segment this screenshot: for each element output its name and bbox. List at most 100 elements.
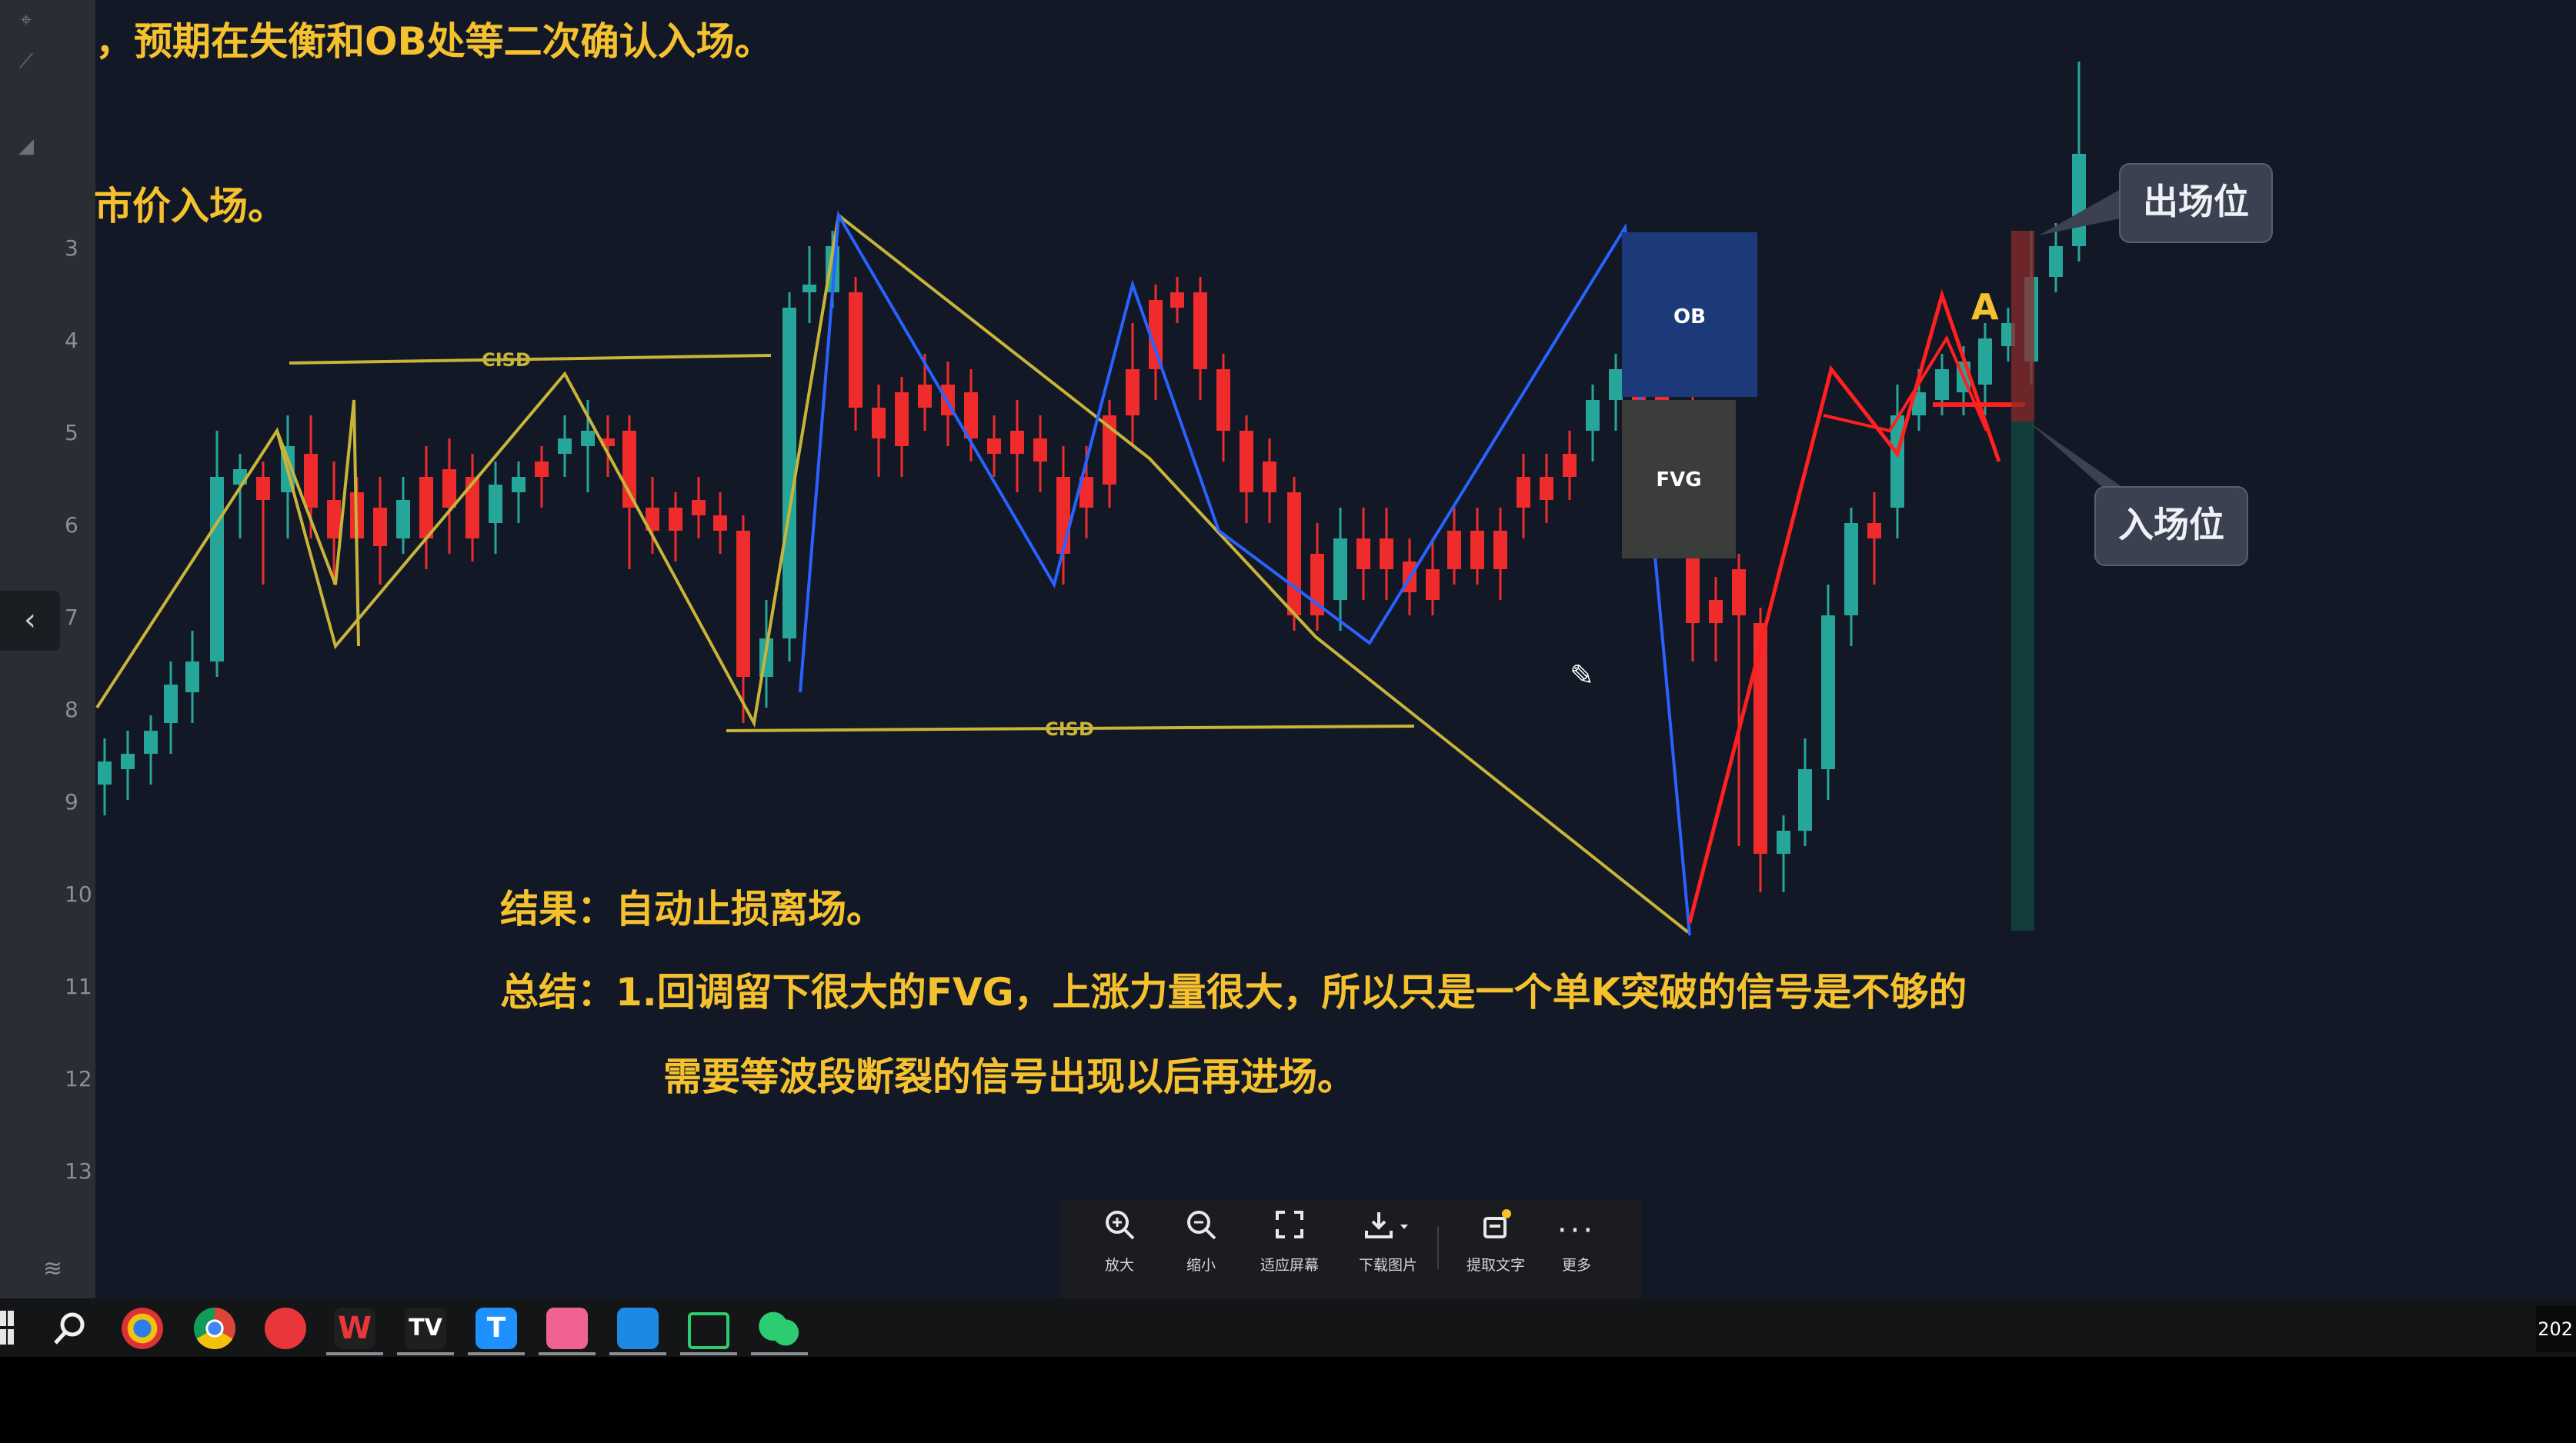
- candle-body: [2072, 154, 2086, 246]
- summary-text-1: 总结：1.回调留下很大的FVG，上涨力量很大，所以只是一个单K突破的信号是不够的: [500, 970, 1967, 1015]
- candlestick-chart[interactable]: CISD CISD OB FVG: [0, 0, 2576, 1298]
- candle-body: [1890, 415, 1904, 508]
- candle-body: [918, 385, 932, 408]
- price-axis-tick: 10: [65, 881, 92, 907]
- candle-body: [1447, 531, 1461, 569]
- more-label: 更多: [1561, 1257, 1591, 1274]
- ob-label: OB: [1673, 305, 1706, 328]
- image-viewer-toolbar: 放大 缩小 适应屏幕 下载图片 提取文字 ··: [1060, 1200, 1642, 1298]
- chart-canvas[interactable]: CISD CISD OB FVG ⌖ ⟋ ◢ 3 4 5 6 7 8 9 10 11 12 13 ‹…: [0, 0, 2576, 1298]
- more-icon: ···: [1557, 1213, 1597, 1248]
- cisd-line-lower: [726, 725, 1415, 732]
- price-axis-tick: 12: [65, 1066, 92, 1091]
- chrome-icon[interactable]: [194, 1308, 235, 1349]
- candle-body: [1540, 477, 1553, 500]
- cisd-label-lower: CISD: [1045, 718, 1094, 740]
- price-axis-tick: 9: [65, 789, 78, 815]
- candle-body: [489, 485, 502, 523]
- position-target-box: [2011, 422, 2034, 931]
- candle-body: [1216, 369, 1230, 431]
- ob-box: [1622, 232, 1757, 397]
- cisd-line-upper: [289, 354, 772, 365]
- price-axis-tick: 11: [65, 974, 92, 999]
- taskbar-clock[interactable]: 202: [2536, 1306, 2576, 1352]
- candle-body: [1935, 369, 1949, 400]
- candle-body: [1609, 369, 1623, 400]
- entry-callout-pointer: [2028, 422, 2130, 492]
- screen-app-icon[interactable]: [688, 1312, 729, 1349]
- candle-body: [987, 438, 1001, 454]
- fvg-box: [1622, 400, 1736, 558]
- candle-body: [669, 508, 682, 531]
- candle-body: [1170, 292, 1184, 308]
- candle-body: [872, 408, 886, 438]
- line-tool-icon[interactable]: ⟋: [18, 50, 34, 73]
- fit-screen-button[interactable]: 适应屏幕: [1251, 1208, 1328, 1291]
- candle-body: [1753, 623, 1767, 854]
- candle-body: [782, 308, 796, 638]
- bottom-black-bar: [0, 1357, 2576, 1443]
- candle-body: [1586, 400, 1600, 431]
- candle-body: [1033, 438, 1047, 462]
- price-axis-tick: 8: [65, 697, 78, 722]
- start-icon[interactable]: [0, 1311, 14, 1345]
- candle-body: [1103, 415, 1116, 485]
- feishu-icon[interactable]: [617, 1308, 659, 1349]
- zoom-in-button[interactable]: 放大: [1091, 1208, 1148, 1291]
- tradingview-icon[interactable]: TV: [405, 1308, 446, 1349]
- candle-body: [1287, 492, 1301, 615]
- cursor-tool-icon[interactable]: ⌖: [20, 8, 32, 32]
- candle-body: [1426, 569, 1440, 600]
- candle-body: [1149, 300, 1163, 369]
- summary-text-2: 需要等波段断裂的信号出现以后再进场。: [663, 1055, 1356, 1099]
- candle-body: [646, 508, 659, 531]
- candle-body: [98, 761, 112, 785]
- candle-body: [185, 662, 199, 692]
- candle-body: [1470, 531, 1484, 569]
- candle-body: [1867, 523, 1881, 538]
- zigzag-yellow-2: [275, 399, 360, 647]
- browser-icon[interactable]: [122, 1308, 163, 1349]
- zoom-out-icon: [1173, 1208, 1230, 1254]
- zigzag-red: [1687, 288, 2001, 924]
- candle-body: [895, 392, 909, 446]
- candle-body: [164, 685, 178, 723]
- pattern-tool-icon[interactable]: ◢: [18, 135, 34, 158]
- tencent-icon[interactable]: T: [475, 1308, 517, 1349]
- candle-body: [1798, 769, 1812, 831]
- fit-screen-label: 适应屏幕: [1260, 1257, 1319, 1274]
- zoom-out-button[interactable]: 缩小: [1173, 1208, 1230, 1291]
- layers-icon[interactable]: ≋: [43, 1255, 63, 1282]
- exit-callout: 出场位: [2119, 163, 2273, 243]
- extract-text-button[interactable]: 提取文字: [1457, 1208, 1534, 1291]
- price-axis-tick: 13: [65, 1158, 92, 1184]
- candle-body: [1978, 338, 1992, 385]
- candle-body: [1517, 477, 1530, 508]
- wechat-icon[interactable]: [759, 1308, 800, 1349]
- search-icon[interactable]: [49, 1308, 91, 1349]
- screen-app-running-indicator: [680, 1352, 737, 1355]
- more-button[interactable]: ··· 更多: [1548, 1208, 1605, 1291]
- download-button[interactable]: 下载图片: [1350, 1208, 1426, 1291]
- extract-text-icon: [1457, 1208, 1534, 1254]
- candle-body: [327, 500, 341, 538]
- fvg-label: FVG: [1656, 468, 1701, 492]
- bilibili-icon[interactable]: [546, 1308, 588, 1349]
- candle-body: [849, 292, 863, 408]
- candle-body: [964, 392, 978, 438]
- candle-body: [512, 477, 526, 492]
- price-axis-tick: 6: [65, 512, 78, 538]
- price-axis-tick: 5: [65, 420, 78, 445]
- candle-body: [581, 431, 595, 446]
- netease-music-icon[interactable]: [265, 1308, 306, 1349]
- collapse-panel-button[interactable]: ‹: [0, 591, 60, 651]
- candle-body: [1333, 538, 1347, 600]
- entry-callout: 入场位: [2094, 486, 2248, 566]
- zoom-out-label: 缩小: [1186, 1257, 1216, 1274]
- zoom-in-label: 放大: [1104, 1257, 1134, 1274]
- candle-body: [1821, 615, 1835, 769]
- price-axis-tick: 4: [65, 328, 78, 353]
- wps-icon[interactable]: W: [334, 1308, 375, 1349]
- candle-body: [558, 438, 572, 454]
- position-stop-box: [2011, 231, 2034, 422]
